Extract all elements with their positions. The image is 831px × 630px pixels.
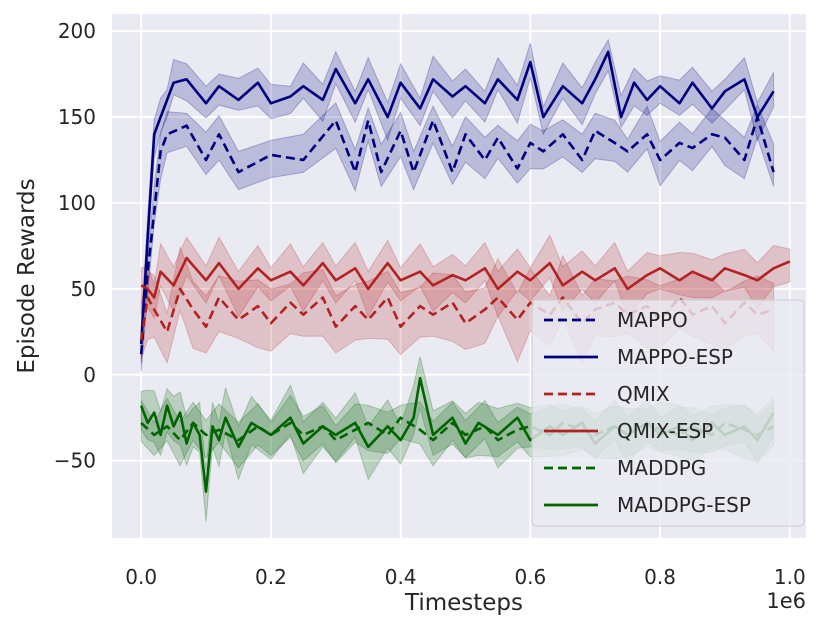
line-qmix-esp	[140, 256, 791, 299]
legend-label: QMIX	[617, 382, 670, 406]
line-mappo	[139, 115, 775, 355]
x-tick-label: 0.6	[514, 565, 546, 589]
band-mappo-esp	[140, 38, 775, 363]
x-tick-label: 0.0	[125, 565, 157, 589]
y-tick-label: 200	[58, 19, 96, 43]
line-mappo-esp	[139, 50, 775, 344]
y-tick-label: −50	[54, 449, 96, 473]
y-tick-label: 50	[71, 277, 96, 301]
x-offset-label: 1e6	[766, 589, 806, 613]
line-maddpg	[140, 416, 775, 442]
band-mappo	[140, 102, 775, 372]
grid-lines	[112, 14, 806, 538]
legend-box	[531, 299, 805, 527]
x-tick-label: 0.8	[644, 565, 676, 589]
x-tick-label: 1.0	[774, 565, 806, 589]
legend: MAPPO MAPPO-ESP QMIX QMIX-ESP MADDPG MADDPG-E…	[531, 299, 805, 527]
x-axis-label: Timesteps	[404, 590, 523, 616]
confidence-bands	[140, 38, 791, 522]
y-tick-label: 0	[83, 363, 96, 387]
x-tick-label: 0.2	[255, 565, 287, 589]
band-qmix-esp	[140, 234, 791, 320]
y-tick-label: 150	[58, 105, 96, 129]
x-tick-label: 0.4	[385, 565, 417, 589]
y-axis-label: Episode Rewards	[14, 178, 40, 373]
legend-label: MAPPO	[617, 308, 688, 332]
legend-label: MADDPG-ESP	[617, 493, 751, 517]
y-tick-label: 100	[58, 191, 96, 215]
legend-label: MAPPO-ESP	[617, 345, 733, 369]
legend-label: QMIX-ESP	[617, 419, 713, 443]
legend-label: MADDPG	[617, 456, 706, 480]
y-tick-labels: −50 0 50 100 150 200	[54, 19, 96, 473]
x-tick-labels: 0.0 0.2 0.4 0.6 0.8 1.0	[125, 565, 805, 589]
